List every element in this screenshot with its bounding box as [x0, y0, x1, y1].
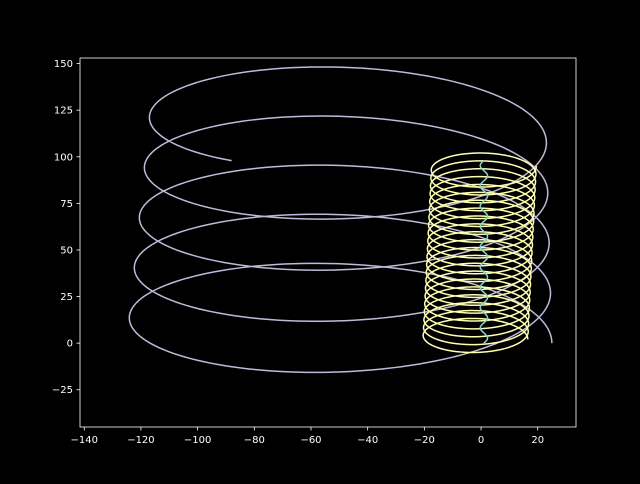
x-tick-label: −120	[127, 435, 154, 446]
series-layer	[128, 66, 553, 374]
plot-frame	[79, 57, 577, 428]
x-tick-label: 20	[531, 435, 544, 446]
y-tick-label: 75	[60, 199, 73, 210]
y-tick-label: 100	[54, 152, 73, 163]
x-tick-label: 0	[478, 435, 484, 446]
x-tick-label: −80	[244, 435, 265, 446]
x-tick-label: −40	[357, 435, 378, 446]
x-tick-label: −100	[184, 435, 211, 446]
series-line-0	[128, 66, 553, 374]
x-axis: −140 −120 −100 −80 −60 −40 −20 0 20	[71, 427, 544, 446]
y-axis: −25 0 25 50 75 100 125 150	[52, 59, 80, 396]
y-tick-label: 0	[67, 339, 73, 350]
y-tick-label: 125	[54, 106, 73, 117]
y-tick-label: 50	[60, 245, 73, 256]
series-line-1	[422, 152, 538, 354]
y-tick-label: 150	[54, 59, 73, 70]
x-tick-label: −20	[414, 435, 435, 446]
x-tick-label: −60	[300, 435, 321, 446]
series-line-2	[479, 159, 489, 344]
y-tick-label: 25	[60, 292, 73, 303]
y-tick-label: −25	[52, 385, 73, 396]
x-tick-label: −140	[71, 435, 98, 446]
